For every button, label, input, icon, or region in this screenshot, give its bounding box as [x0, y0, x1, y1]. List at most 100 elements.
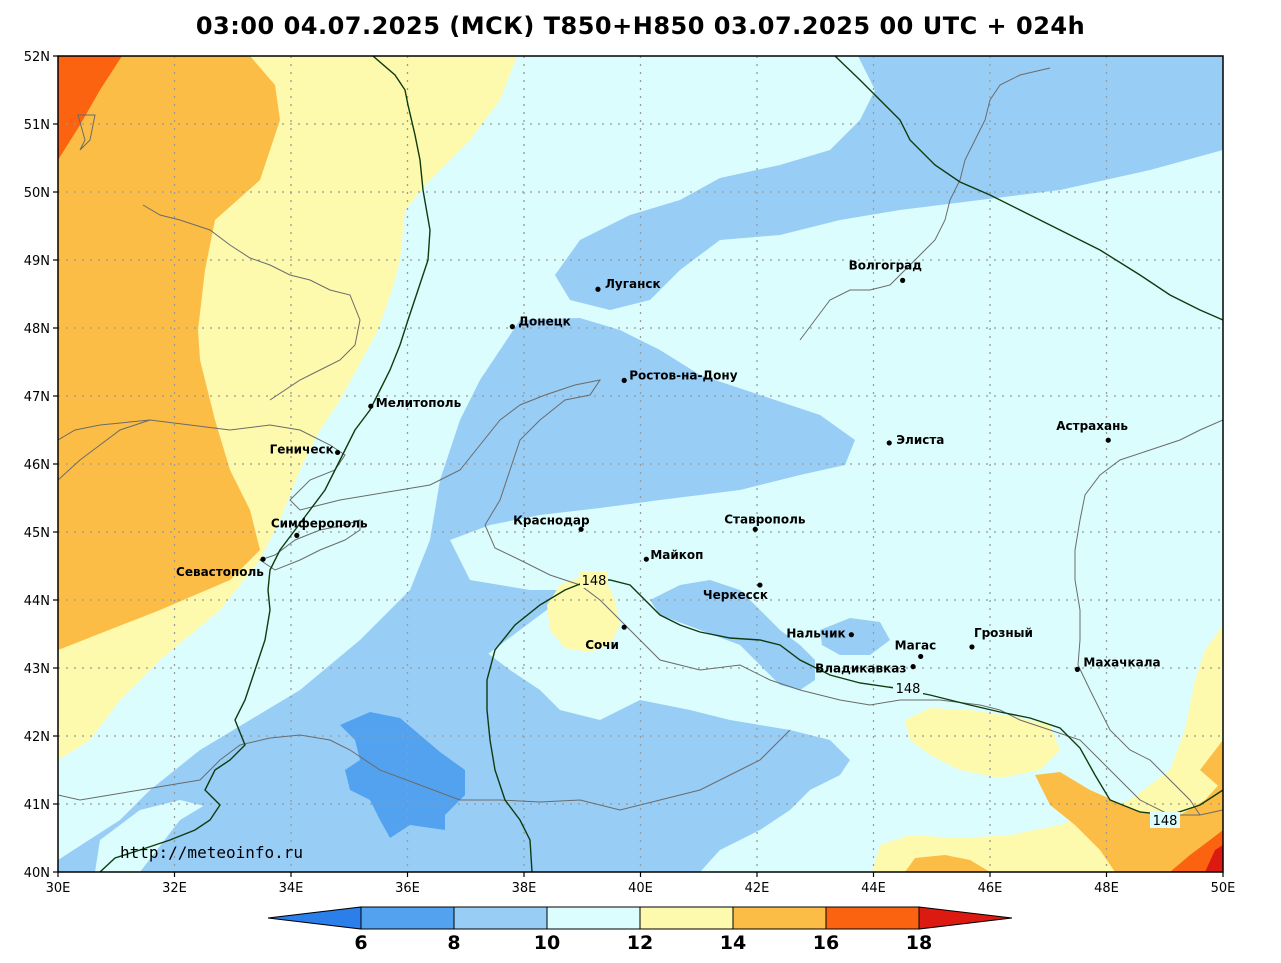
city-dot	[595, 286, 601, 292]
city-label: Элиста	[896, 433, 944, 447]
colorbar-label: 14	[720, 932, 746, 954]
city-dot	[886, 440, 892, 446]
temp-zone-8-10-central	[58, 318, 855, 872]
city-dot	[621, 624, 627, 630]
colorbar-label: 10	[534, 932, 560, 954]
city-label: Сочи	[585, 638, 619, 652]
city-label: Владикавказ	[815, 662, 906, 676]
lat-tick-label: 47N	[24, 390, 50, 405]
lon-tick-label: 32E	[162, 881, 187, 896]
city-marker: Сочи	[585, 624, 627, 652]
lon-tick-label: 48E	[1094, 881, 1119, 896]
city-marker: Владикавказ	[815, 662, 916, 676]
city-dot	[900, 277, 906, 283]
map-plot-area: 148 148 148 Луганск Донецк Волгоград Ростов…	[58, 56, 1223, 872]
colorbar-segment	[546, 906, 641, 930]
lon-tick-label: 44E	[861, 881, 886, 896]
lat-tick-label: 51N	[24, 118, 50, 133]
lat-tick-label: 44N	[24, 594, 50, 609]
lon-tick-label: 40E	[628, 881, 653, 896]
temp-zone-14-16-southeast	[905, 740, 1223, 872]
city-marker: Ростов-на-Дону	[621, 368, 738, 383]
temp-zone-12-14-sochi	[547, 575, 620, 652]
city-marker: Магас	[895, 638, 937, 660]
city-dot	[757, 582, 763, 588]
city-label: Севастополь	[176, 565, 264, 579]
lat-tick-label: 40N	[24, 866, 50, 881]
lat-tick-label: 45N	[24, 526, 50, 541]
city-dot	[1074, 666, 1080, 672]
city-marker: Нальчик	[786, 627, 854, 641]
colorbar-segment	[453, 906, 548, 930]
colorbar-segment	[639, 906, 734, 930]
city-dot	[368, 403, 374, 409]
lat-tick-label: 52N	[24, 50, 50, 65]
temp-zone-8-10-northeast	[555, 56, 1223, 310]
city-dot	[848, 632, 854, 638]
lat-tick-label: 43N	[24, 662, 50, 677]
isohypse-labels: 148 148 148	[580, 572, 1180, 829]
city-label: Астрахань	[1056, 419, 1128, 433]
lon-tick-label: 46E	[978, 881, 1003, 896]
city-label: Краснодар	[513, 513, 590, 527]
city-label: Симферополь	[271, 516, 368, 530]
city-label: Майкоп	[650, 548, 703, 562]
temp-zone-6-8-blacksea	[340, 712, 465, 838]
colorbar-label: 12	[627, 932, 653, 954]
lon-tick-label: 34E	[279, 881, 304, 896]
colorbar-label: 8	[447, 932, 460, 954]
colorbar-label: 6	[354, 932, 367, 954]
colorbar: 6 8 10 12 14 16 18	[267, 906, 1013, 954]
city-label: Грозный	[974, 626, 1033, 640]
city-marker: Волгоград	[849, 258, 922, 283]
map-axes: 30E 32E 34E 36E 38E 40E 42E 44E 46E 48E 50E 40N 41N 4…	[24, 50, 1236, 896]
lat-tick-label: 42N	[24, 730, 50, 745]
isohypse-label-148-east: 148	[896, 682, 921, 697]
map-title: 03:00 04.07.2025 (МСК) T850+H850 03.07.2…	[195, 12, 1086, 40]
city-label: Ставрополь	[724, 512, 806, 526]
city-marker: Махачкала	[1074, 655, 1161, 672]
colorbar-segment	[825, 906, 920, 930]
city-label: Луганск	[605, 277, 661, 291]
city-markers: Луганск Донецк Волгоград Ростов-на-Дону Мели…	[176, 258, 1161, 675]
source-credit: http://meteoinfo.ru	[120, 843, 303, 862]
city-dot	[1105, 437, 1111, 443]
lat-tick-label: 50N	[24, 186, 50, 201]
lat-tick-label: 46N	[24, 458, 50, 473]
lat-tick-label: 48N	[24, 322, 50, 337]
city-dot	[643, 556, 649, 562]
city-dot	[918, 653, 924, 660]
lon-tick-label: 36E	[395, 881, 420, 896]
isohypse-label-148-southeast: 148	[1153, 814, 1178, 829]
city-marker: Астрахань	[1056, 419, 1128, 443]
city-marker: Луганск	[595, 277, 661, 292]
city-label: Ростов-на-Дону	[629, 368, 738, 382]
temp-zone-8-10-nalchik	[820, 618, 890, 655]
city-label: Черкесск	[703, 588, 768, 602]
city-marker: Черкесск	[703, 582, 768, 602]
city-dot	[910, 664, 916, 670]
lat-tick-label: 41N	[24, 798, 50, 813]
lat-tick-label: 49N	[24, 254, 50, 269]
city-marker: Геническ	[270, 442, 341, 456]
temp-zone-16-18-west	[58, 56, 122, 160]
city-marker: Донецк	[509, 315, 571, 330]
city-label: Магас	[895, 638, 937, 652]
city-marker: Симферополь	[271, 516, 368, 539]
lon-tick-label: 50E	[1211, 881, 1236, 896]
colorbar-segment	[732, 906, 827, 930]
city-dot	[752, 526, 758, 532]
map-grid	[58, 56, 1223, 872]
colorbar-label: 16	[813, 932, 839, 954]
city-marker: Грозный	[969, 626, 1033, 650]
city-dot	[969, 644, 975, 650]
city-label: Геническ	[270, 442, 334, 456]
temp-zone-16-18-southeast	[1170, 830, 1223, 872]
lon-tick-label: 38E	[512, 881, 537, 896]
isohypse-label-148-west: 148	[582, 574, 607, 589]
colorbar-arrow-high	[918, 906, 1013, 930]
colorbar-label: 18	[906, 932, 932, 954]
colorbar-arrow-low	[267, 906, 362, 930]
city-dot	[260, 556, 266, 562]
